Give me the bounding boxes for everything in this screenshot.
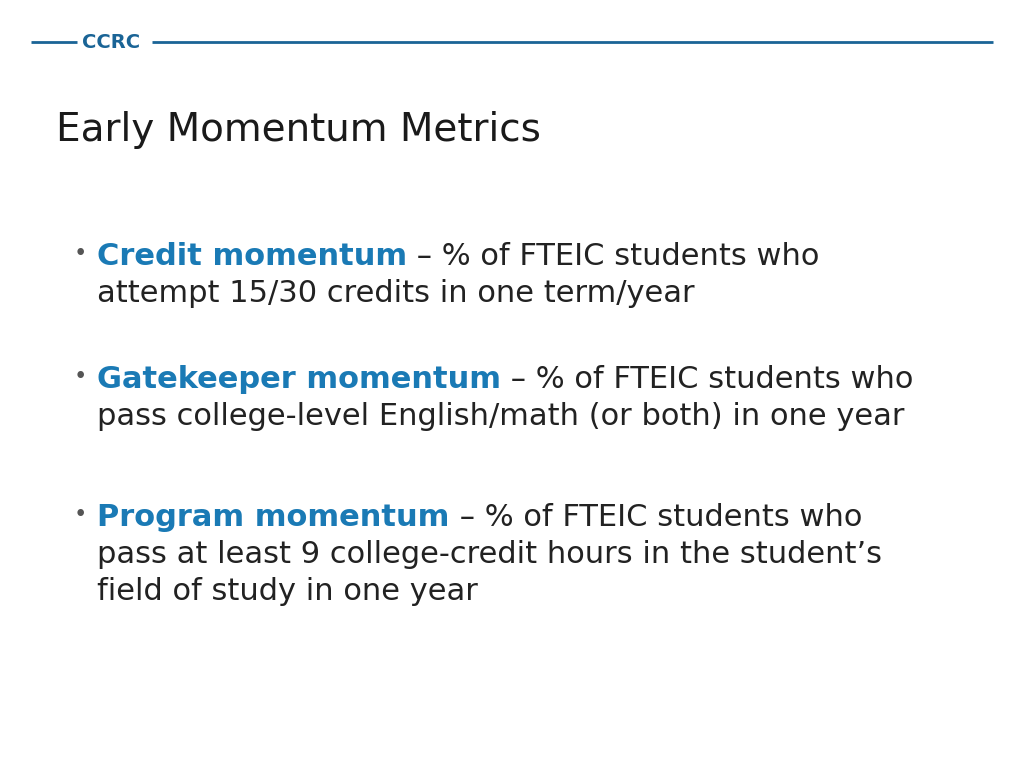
Text: Gatekeeper momentum: Gatekeeper momentum	[97, 365, 502, 394]
Text: Early Momentum Metrics: Early Momentum Metrics	[56, 111, 542, 149]
Text: •: •	[74, 242, 87, 265]
Text: – % of FTEIC students who: – % of FTEIC students who	[450, 503, 862, 532]
Text: pass college-level English/math (or both) in one year: pass college-level English/math (or both…	[97, 402, 905, 431]
Text: attempt 15/30 credits in one term/year: attempt 15/30 credits in one term/year	[97, 279, 695, 308]
Text: •: •	[74, 503, 87, 526]
Text: Credit momentum: Credit momentum	[97, 242, 408, 271]
Text: – % of FTEIC students who: – % of FTEIC students who	[408, 242, 820, 271]
Text: •: •	[74, 365, 87, 388]
Text: CCRC: CCRC	[82, 33, 140, 51]
Text: field of study in one year: field of study in one year	[97, 577, 478, 606]
Text: – % of FTEIC students who: – % of FTEIC students who	[502, 365, 913, 394]
Text: Program momentum: Program momentum	[97, 503, 450, 532]
Text: pass at least 9 college-credit hours in the student’s: pass at least 9 college-credit hours in …	[97, 540, 883, 569]
